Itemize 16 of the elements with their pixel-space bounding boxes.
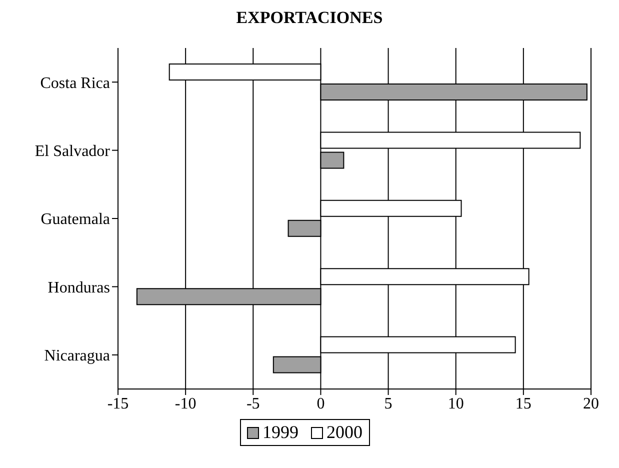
y-tick-label: Nicaragua — [44, 348, 110, 365]
chart-title: EXPORTACIONES — [235, 8, 384, 29]
x-tick-label: -5 — [246, 395, 260, 412]
x-tick-label: 20 — [583, 395, 599, 412]
x-tick-label: 10 — [448, 395, 464, 412]
x-tick-label: 5 — [384, 395, 392, 412]
x-tick-label: -15 — [107, 395, 129, 412]
legend-label: 1999 — [262, 422, 298, 443]
y-tick-label: Guatemala — [40, 211, 110, 228]
y-tick-label: Honduras — [48, 279, 110, 296]
x-tick-label: 0 — [316, 395, 325, 412]
y-tick-label: El Salvador — [34, 142, 111, 160]
x-tick-label: 15 — [515, 395, 532, 412]
x-tick-label: -10 — [174, 395, 196, 412]
y-tick-label: Costa Rica — [40, 74, 110, 92]
legend-label: 2000 — [326, 422, 362, 443]
